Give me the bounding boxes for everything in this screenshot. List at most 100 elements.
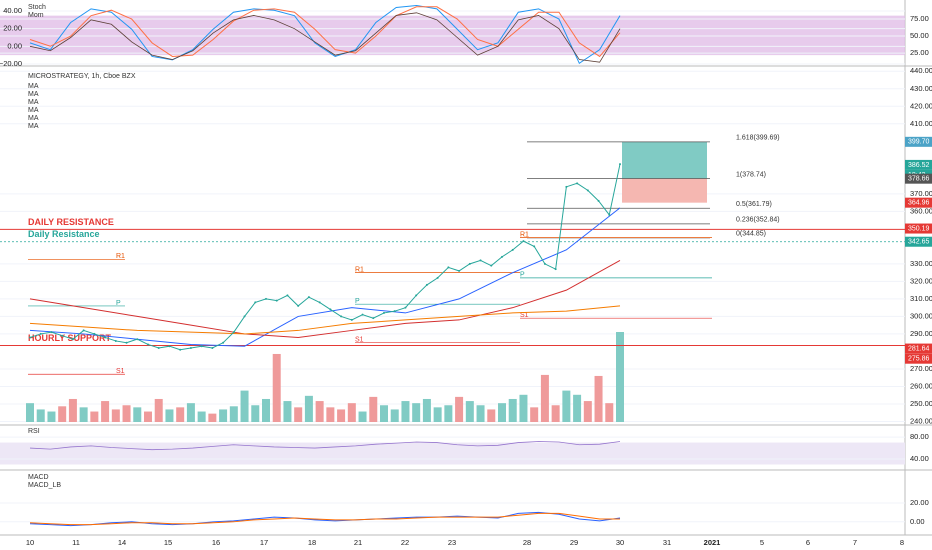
price-point — [168, 345, 171, 348]
volume-bar — [165, 409, 174, 422]
price-point — [254, 301, 257, 304]
price-point — [136, 338, 139, 341]
price-tag — [905, 223, 932, 234]
volume-bar — [315, 401, 324, 422]
price-point — [608, 213, 611, 216]
indicator-label: Stoch — [28, 4, 46, 11]
price-point — [404, 306, 407, 309]
axis-tick-label: 40.00 — [3, 6, 22, 15]
rsi-line — [29, 441, 621, 451]
axis-tick-label: 40.00 — [910, 454, 929, 463]
rsi-band — [0, 442, 905, 465]
axis-tick-label: 310.00 — [910, 294, 932, 303]
axis-tick-label: 410.00 — [910, 119, 932, 128]
volume-bar — [401, 401, 410, 422]
pivot-label: P — [116, 300, 121, 307]
price-tag — [905, 353, 932, 364]
volume-bar — [605, 403, 614, 422]
indicator-label: MACD — [28, 474, 49, 481]
volume-bar — [36, 409, 45, 422]
time-label: 5 — [760, 538, 764, 547]
axis-tick-label: 75.00 — [910, 14, 929, 23]
volume-bar — [176, 407, 185, 422]
indicator-label: Mom — [28, 12, 44, 19]
volume-bar — [294, 407, 303, 422]
axis-tick-label: 80.00 — [910, 432, 929, 441]
volume-bar — [519, 394, 528, 422]
volume-bar — [283, 401, 292, 422]
price-point — [147, 343, 149, 346]
volume-bar — [476, 405, 485, 422]
volume-bar — [122, 405, 131, 422]
volume-bar — [337, 409, 346, 422]
price-point — [447, 266, 450, 269]
stoch-band — [0, 15, 905, 56]
volume-bar — [551, 405, 560, 422]
price-point — [189, 346, 192, 349]
volume-bar — [133, 407, 142, 422]
pivot-label: S1 — [520, 312, 529, 319]
axis-tick-label: 20.00 — [3, 24, 22, 33]
volume-bar — [498, 403, 506, 422]
price-point — [39, 332, 42, 335]
level-label: DAILY RESISTANCE — [28, 217, 114, 227]
time-label: 18 — [308, 538, 316, 547]
symbol-label: MICROSTRATEGY, 1h, Cboe BZX — [28, 73, 136, 80]
moving-average — [29, 305, 621, 335]
volume-bar — [390, 409, 399, 422]
axis-tick-label: 290.00 — [910, 329, 932, 338]
volume-bar — [219, 409, 228, 422]
price-point — [211, 346, 214, 349]
pivot-label: R1 — [355, 266, 364, 273]
ma-label: MA — [28, 123, 39, 130]
price-point — [200, 345, 203, 348]
momentum — [29, 12, 621, 63]
volume-bar — [465, 401, 474, 422]
price-point — [501, 255, 503, 258]
price-point — [104, 336, 107, 339]
volume-bar — [326, 407, 335, 422]
axis-tick-label: −20.00 — [0, 59, 22, 68]
price-point — [179, 348, 182, 351]
axis-tick-label: 260.00 — [910, 381, 932, 390]
level-label: Daily Resistance — [28, 229, 100, 239]
volume-bar — [144, 411, 152, 422]
volume-bar — [487, 409, 496, 422]
price-point — [468, 262, 471, 265]
ma-label: MA — [28, 83, 39, 90]
target-zone — [622, 141, 707, 179]
price-point — [511, 248, 514, 251]
volume-bar — [251, 405, 260, 422]
price-point — [125, 341, 128, 344]
time-label: 31 — [663, 538, 671, 547]
fib-label: 1.618(399.69) — [736, 135, 780, 142]
price-point — [576, 182, 579, 185]
fib-label: 1(378.74) — [736, 171, 766, 178]
price-tag — [905, 173, 932, 184]
price-point — [50, 331, 53, 334]
price-point — [340, 315, 343, 318]
moving-average — [29, 259, 621, 338]
price-tag-label: 364.96 — [908, 200, 930, 207]
time-label: 10 — [26, 538, 34, 547]
ma-label: MA — [28, 115, 39, 122]
time-label: 15 — [164, 538, 172, 547]
price-tag — [905, 197, 932, 208]
price-point — [479, 259, 482, 262]
price-point — [565, 185, 568, 188]
fib-label: 0.5(361.79) — [736, 201, 772, 208]
price-point — [554, 268, 557, 271]
price-tag — [905, 343, 932, 354]
pivot-label: S1 — [355, 337, 364, 344]
volume-bar — [573, 394, 582, 422]
price-tag-label: 399.70 — [908, 139, 930, 146]
volume-bar — [616, 332, 624, 422]
ma-label: MA — [28, 91, 39, 98]
price-point — [93, 332, 96, 335]
time-label: 28 — [523, 538, 531, 547]
time-label: 6 — [806, 538, 810, 547]
moving-average — [29, 207, 621, 347]
volume-bar — [455, 396, 464, 422]
volume-bar — [380, 405, 388, 422]
volume-bar — [58, 406, 67, 422]
